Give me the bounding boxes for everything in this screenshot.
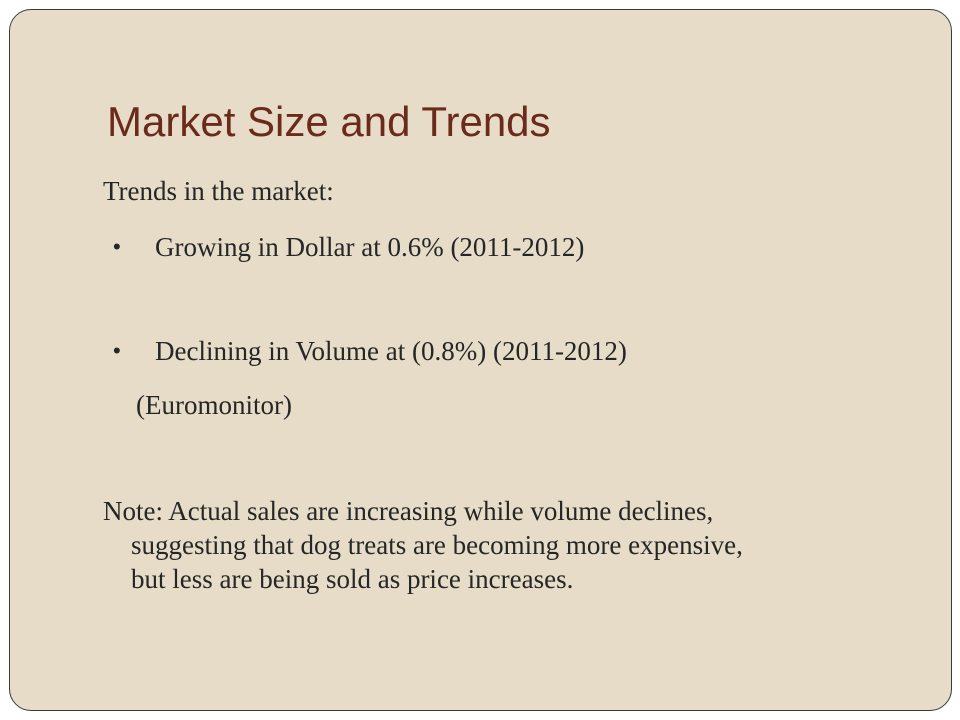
bullet-dot-icon: • [113,338,121,363]
intro-text: Trends in the market: [103,176,334,206]
note-line: Note: Actual sales are increasing while … [103,496,714,526]
note-line: suggesting that dog treats are becoming … [131,530,743,560]
note-line: but less are being sold as price increas… [131,564,574,594]
slide-title: Market Size and Trends [107,98,551,145]
note-paragraph: Note: Actual sales are increasing while … [103,494,883,596]
slide: Market Size and Trends Trends in the mar… [9,9,952,711]
bullet-dot-icon: • [113,234,121,259]
bullet-text: Declining in Volume at (0.8%) (2011-2012… [155,336,627,366]
bullet-text: Growing in Dollar at 0.6% (2011-2012) [155,232,585,262]
source-citation: (Euromonitor) [136,390,292,420]
